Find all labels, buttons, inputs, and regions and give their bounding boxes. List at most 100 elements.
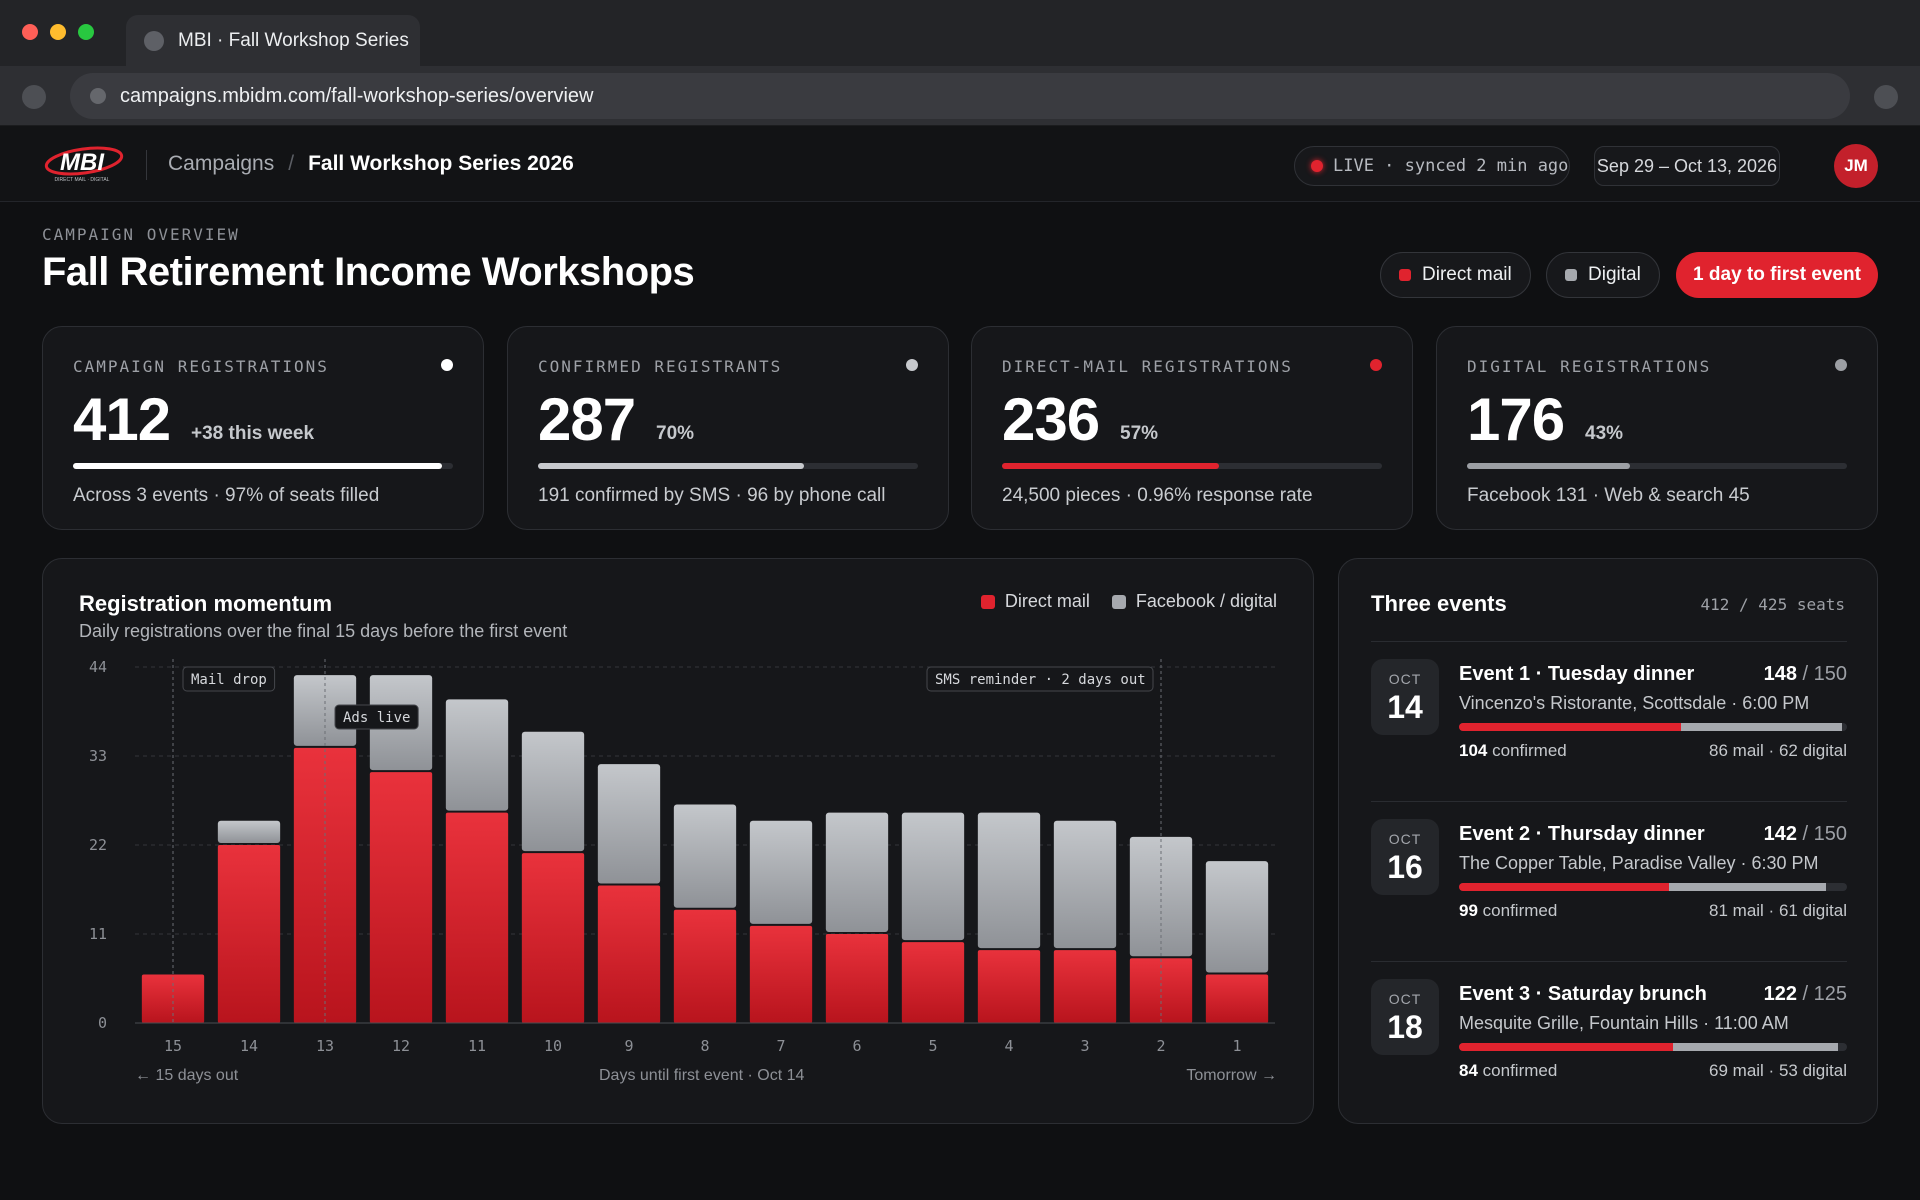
divider [1371, 961, 1847, 962]
extensions-icon[interactable] [1874, 85, 1898, 109]
x-axis-title: Days until first event · Oct 14 [599, 1067, 805, 1084]
filter-chip-direct-mail[interactable]: Direct mail [1380, 252, 1531, 298]
event-digital-fill [1673, 1043, 1838, 1051]
event-registered: 122 [1763, 983, 1797, 1005]
direct-mail-swatch-icon [1399, 269, 1411, 281]
bar-digital [673, 804, 737, 908]
favicon-icon [144, 30, 164, 51]
bar-digital [901, 812, 965, 941]
bar-digital [1053, 820, 1117, 949]
event-date-badge: OCT 16 [1371, 819, 1439, 895]
status-dot-icon [441, 359, 453, 371]
kpi-delta: 57% [1120, 423, 1159, 444]
kpi-card-confirmed-registrants[interactable]: CONFIRMED REGISTRANTS 287 70% 191 confir… [507, 326, 949, 530]
bar-direct-mail [141, 974, 205, 1023]
kpi-progress-track [538, 463, 918, 469]
countdown-badge[interactable]: 1 day to first event [1676, 252, 1878, 298]
kpi-progress-track [1002, 463, 1382, 469]
url-field[interactable]: campaigns.mbidm.com/fall-workshop-series… [70, 73, 1850, 119]
bar-direct-mail [369, 772, 433, 1023]
legend-item-digital[interactable]: Facebook / digital [1111, 591, 1277, 612]
event-name: Event 3 · Saturday brunch [1459, 983, 1707, 1005]
user-avatar[interactable]: JM [1834, 144, 1878, 188]
y-tick-label: 44 [89, 658, 107, 676]
event-date-badge: OCT 18 [1371, 979, 1439, 1055]
minimize-window-button[interactable] [50, 24, 66, 40]
kpi-value: 236 [1002, 386, 1100, 453]
legend-label: Direct mail [1004, 591, 1090, 611]
x-axis-start-label: ← 15 days out [135, 1067, 239, 1084]
legend-label: Facebook / digital [1135, 591, 1277, 611]
breadcrumb-campaigns-link[interactable]: Campaigns [168, 152, 275, 175]
legend-swatch-icon [980, 594, 995, 609]
kpi-card-direct-mail-registrations[interactable]: DIRECT-MAIL REGISTRATIONS 236 57% 24,500… [971, 326, 1413, 530]
maximize-window-button[interactable] [78, 24, 94, 40]
status-dot-icon [906, 359, 918, 371]
bar-direct-mail [1053, 950, 1117, 1023]
event-day: 14 [1387, 689, 1423, 725]
event-row-2[interactable]: OCT 16 Event 2 · Thursday dinner 142 / 1… [1371, 819, 1847, 939]
annotation-box [926, 666, 1154, 692]
event-day: 16 [1387, 849, 1423, 885]
kpi-delta: 70% [656, 423, 695, 444]
annotation-label: Mail drop [191, 672, 267, 688]
annotation-box [182, 666, 276, 692]
event-digital-fill [1681, 723, 1842, 731]
event-row-1[interactable]: OCT 14 Event 1 · Tuesday dinner 148 / 15… [1371, 659, 1847, 779]
kpi-footnote: 191 confirmed by SMS · 96 by phone call [538, 485, 886, 506]
event-fill-bar [1459, 883, 1847, 891]
x-tick-label: 4 [1004, 1037, 1013, 1055]
x-tick-label: 14 [240, 1037, 258, 1055]
filter-chip-digital[interactable]: Digital [1546, 252, 1660, 298]
live-sync-text: LIVE · synced 2 min ago [1333, 156, 1569, 176]
x-tick-label: 9 [624, 1037, 633, 1055]
event-cap: / 150 [1802, 663, 1847, 685]
kpi-label: CONFIRMED REGISTRANTS [538, 357, 783, 376]
event-month: OCT [1388, 991, 1422, 1007]
mbi-logo[interactable]: MBI DIRECT MAIL · DIGITAL [42, 144, 128, 184]
event-channel-split: 69 mail · 53 digital [1709, 1061, 1847, 1080]
kpi-value: 287 [538, 386, 636, 453]
x-tick-label: 10 [544, 1037, 562, 1055]
event-confirmed: 99 confirmed [1459, 901, 1557, 921]
event-fill-bar [1459, 1043, 1847, 1051]
chart-title: Registration momentum [79, 591, 333, 616]
status-dot-icon [1370, 359, 1382, 371]
header-divider [146, 150, 147, 180]
bar-direct-mail [825, 934, 889, 1023]
registration-momentum-card: Registration momentum Daily registration… [42, 558, 1314, 1124]
close-window-button[interactable] [22, 24, 38, 40]
x-tick-label: 1 [1232, 1037, 1241, 1055]
event-row-3[interactable]: OCT 18 Event 3 · Saturday brunch 122 / 1… [1371, 979, 1847, 1099]
kpi-progress-fill [538, 463, 804, 469]
bar-digital [977, 812, 1041, 949]
kpi-label: CAMPAIGN REGISTRATIONS [73, 357, 329, 376]
event-channel-split: 81 mail · 61 digital [1709, 901, 1847, 920]
event-cap: / 150 [1802, 823, 1847, 845]
date-range-picker[interactable]: Sep 29 – Oct 13, 2026 [1594, 146, 1780, 186]
event-mail-fill [1459, 883, 1669, 891]
bar-digital [445, 699, 509, 811]
event-capacity: 142 / 150 [1764, 823, 1847, 846]
bar-digital [825, 812, 889, 932]
bar-direct-mail [293, 747, 357, 1023]
site-info-icon[interactable] [90, 88, 106, 104]
kpi-card-digital-registrations[interactable]: DIGITAL REGISTRATIONS 176 43% Facebook 1… [1436, 326, 1878, 530]
filter-chip-label: Direct mail [1422, 264, 1512, 285]
status-dot-icon [1835, 359, 1847, 371]
y-tick-label: 0 [98, 1014, 107, 1032]
event-digital-fill [1668, 883, 1827, 891]
tab-title: MBI · Fall Workshop Series [178, 29, 409, 51]
x-tick-label: 3 [1080, 1037, 1089, 1055]
browser-tab[interactable]: MBI · Fall Workshop Series [126, 15, 420, 66]
event-confirmed-label: confirmed [1492, 741, 1567, 760]
legend-item-direct-mail[interactable]: Direct mail [980, 591, 1090, 612]
back-icon[interactable] [22, 85, 46, 109]
kpi-value: 412 [73, 386, 171, 453]
event-capacity: 122 / 125 [1764, 983, 1847, 1006]
x-tick-label: 5 [928, 1037, 937, 1055]
bar-digital [1129, 836, 1193, 957]
kpi-card-campaign-registrations[interactable]: CAMPAIGN REGISTRATIONS 412 +38 this week… [42, 326, 484, 530]
breadcrumb-separator: / [288, 152, 295, 175]
bar-digital [749, 820, 813, 924]
